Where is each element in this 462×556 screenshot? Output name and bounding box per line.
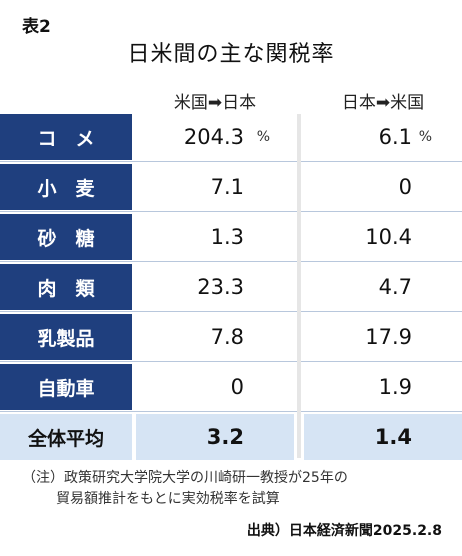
row-divider <box>0 311 462 312</box>
cell-value: 204.3 <box>183 125 244 149</box>
cell-us-to-japan: 204.3% <box>136 114 294 160</box>
column-header-us-to-japan: 米国➡日本 <box>173 93 257 113</box>
cell-us-to-japan: 3.2 <box>136 414 294 460</box>
row-label: 小 麦 <box>0 164 132 210</box>
cell-japan-to-us: 1.9 <box>304 364 462 410</box>
cell-us-to-japan: 1.3 <box>136 214 294 260</box>
table-row-wheat: 小 麦 7.1 0 <box>0 164 462 210</box>
cell-us-to-japan: 0 <box>136 364 294 410</box>
cell-japan-to-us: 17.9 <box>304 314 462 360</box>
table-row-sugar: 砂 糖 1.3 10.4 <box>0 214 462 260</box>
row-label: 肉 類 <box>0 264 132 310</box>
table-row-dairy: 乳製品 7.8 17.9 <box>0 314 462 360</box>
row-label: 乳製品 <box>0 314 132 360</box>
table-row-automobile: 自動車 0 1.9 <box>0 364 462 410</box>
figure-label: 表2 <box>22 17 51 37</box>
cell-japan-to-us: 0 <box>304 164 462 210</box>
footnote: （注）政策研究大学院大学の川崎研一教授が25年の 貿易額推計をもとに実効税率を試… <box>22 468 348 510</box>
row-divider <box>0 211 462 212</box>
table-row-rice: コ メ 204.3% 6.1% <box>0 114 462 160</box>
cell-japan-to-us: 1.4 <box>304 414 462 460</box>
cell-japan-to-us: 6.1% <box>304 114 462 160</box>
row-divider <box>0 161 462 162</box>
column-header-japan-to-us: 日本➡米国 <box>341 93 425 113</box>
cell-us-to-japan: 7.8 <box>136 314 294 360</box>
row-label: 全体平均 <box>0 414 132 460</box>
row-label: 砂 糖 <box>0 214 132 260</box>
cell-us-to-japan: 7.1 <box>136 164 294 210</box>
cell-us-to-japan: 23.3 <box>136 264 294 310</box>
cell-value: 6.1 <box>378 125 412 149</box>
percent-unit: % <box>256 129 270 145</box>
footnote-line-2: 貿易額推計をもとに実効税率を試算 <box>56 491 280 507</box>
row-divider <box>0 361 462 362</box>
cell-japan-to-us: 10.4 <box>304 214 462 260</box>
cell-japan-to-us: 4.7 <box>304 264 462 310</box>
row-divider <box>0 261 462 262</box>
table-row-overall-average: 全体平均 3.2 1.4 <box>0 414 462 460</box>
source-credit: 出典）日本経済新聞2025.2.8 <box>246 523 442 539</box>
footnote-line-1: （注）政策研究大学院大学の川崎研一教授が25年の <box>22 470 348 486</box>
percent-unit: % <box>418 129 432 145</box>
table-row-meat: 肉 類 23.3 4.7 <box>0 264 462 310</box>
table-title: 日米間の主な関税率 <box>127 42 335 67</box>
row-label: 自動車 <box>0 364 132 410</box>
column-divider <box>297 114 301 458</box>
row-label: コ メ <box>0 114 132 160</box>
row-divider <box>0 411 462 412</box>
